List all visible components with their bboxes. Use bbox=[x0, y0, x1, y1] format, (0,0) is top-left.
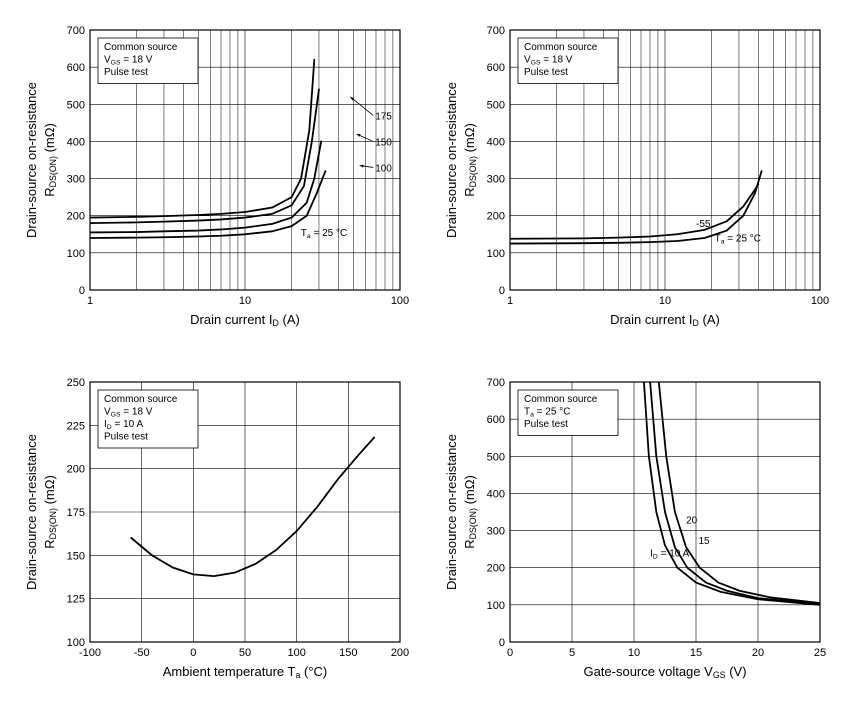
svg-text:Pulse test: Pulse test bbox=[104, 67, 148, 78]
svg-text:150: 150 bbox=[339, 647, 357, 659]
svg-text:300: 300 bbox=[67, 174, 85, 186]
svg-text:Common source: Common source bbox=[104, 394, 178, 405]
svg-text:200: 200 bbox=[67, 211, 85, 223]
svg-text:Pulse test: Pulse test bbox=[524, 419, 568, 430]
svg-text:Drain-source on-resistance: Drain-source on-resistance bbox=[24, 434, 39, 590]
svg-text:200: 200 bbox=[391, 647, 409, 659]
svg-text:Drain current ID (A): Drain current ID (A) bbox=[190, 312, 300, 328]
svg-text:250: 250 bbox=[67, 377, 85, 389]
svg-text:200: 200 bbox=[487, 211, 505, 223]
svg-text:RDS(ON) (mΩ): RDS(ON) (mΩ) bbox=[462, 475, 478, 549]
svg-text:400: 400 bbox=[487, 136, 505, 148]
svg-text:175: 175 bbox=[375, 111, 392, 122]
svg-text:150: 150 bbox=[67, 550, 85, 562]
svg-text:50: 50 bbox=[239, 647, 251, 659]
svg-text:Drain-source on-resistance: Drain-source on-resistance bbox=[24, 82, 39, 238]
chart-bottom-right: 01002003004005006007000510152025Gate-sou… bbox=[440, 372, 830, 694]
svg-text:Ambient temperature Ta (°C): Ambient temperature Ta (°C) bbox=[163, 664, 328, 680]
svg-text:700: 700 bbox=[487, 377, 505, 389]
svg-text:500: 500 bbox=[487, 99, 505, 111]
svg-text:400: 400 bbox=[67, 136, 85, 148]
svg-text:Drain current ID (A): Drain current ID (A) bbox=[610, 312, 720, 328]
svg-text:Common source: Common source bbox=[104, 42, 178, 53]
chart-top-right: 0 100 200 300 400 500 600 700 1 10 100 Drain curren… bbox=[440, 20, 830, 342]
svg-text:100: 100 bbox=[487, 600, 505, 612]
svg-text:RDS(ON) (mΩ): RDS(ON) (mΩ) bbox=[42, 123, 58, 197]
svg-text:Common source: Common source bbox=[524, 42, 598, 53]
svg-text:15: 15 bbox=[698, 536, 710, 547]
chart-bottom-left: 100125150175200225250-100-50050100150200… bbox=[20, 372, 410, 694]
svg-text:RDS(ON) (mΩ): RDS(ON) (mΩ) bbox=[462, 123, 478, 197]
svg-text:25: 25 bbox=[814, 647, 826, 659]
svg-text:-100: -100 bbox=[79, 647, 101, 659]
svg-text:Pulse test: Pulse test bbox=[524, 67, 568, 78]
svg-text:15: 15 bbox=[690, 647, 702, 659]
svg-text:10: 10 bbox=[239, 295, 251, 307]
svg-text:100: 100 bbox=[67, 248, 85, 260]
svg-text:200: 200 bbox=[487, 563, 505, 575]
svg-text:20: 20 bbox=[686, 515, 698, 526]
svg-text:RDS(ON) (mΩ): RDS(ON) (mΩ) bbox=[42, 475, 58, 549]
svg-text:1: 1 bbox=[87, 295, 93, 307]
svg-text:10: 10 bbox=[628, 647, 640, 659]
svg-text:400: 400 bbox=[487, 488, 505, 500]
svg-text:Drain-source on-resistance: Drain-source on-resistance bbox=[444, 434, 459, 590]
svg-text:200: 200 bbox=[67, 464, 85, 476]
svg-text:100: 100 bbox=[287, 647, 305, 659]
svg-text:ID = 10 A: ID = 10 A bbox=[650, 549, 689, 561]
svg-text:1: 1 bbox=[507, 295, 513, 307]
svg-text:Ta = 25 °C: Ta = 25 °C bbox=[715, 234, 761, 246]
svg-text:100: 100 bbox=[487, 248, 505, 260]
svg-text:Gate-source voltage VGS (V): Gate-source voltage VGS (V) bbox=[583, 664, 746, 680]
svg-text:Ta = 25 °C: Ta = 25 °C bbox=[301, 228, 347, 240]
svg-text:100: 100 bbox=[811, 295, 829, 307]
charts-grid: 0100200300400500600700110100Drain curren… bbox=[20, 20, 829, 694]
svg-text:175: 175 bbox=[67, 507, 85, 519]
chart-top-left: 0 100 200 300 400 500 600 700 1 10 100 Drain curren… bbox=[20, 20, 410, 342]
svg-text:300: 300 bbox=[487, 174, 505, 186]
svg-text:700: 700 bbox=[487, 25, 505, 37]
svg-text:100: 100 bbox=[375, 163, 392, 174]
svg-text:-55: -55 bbox=[696, 219, 711, 230]
svg-text:Common source: Common source bbox=[524, 394, 598, 405]
svg-text:600: 600 bbox=[487, 62, 505, 74]
svg-text:0: 0 bbox=[79, 285, 85, 297]
svg-text:700: 700 bbox=[67, 25, 85, 37]
svg-text:10: 10 bbox=[659, 295, 671, 307]
svg-text:125: 125 bbox=[67, 594, 85, 606]
svg-text:100: 100 bbox=[391, 295, 409, 307]
svg-text:150: 150 bbox=[375, 137, 392, 148]
svg-text:600: 600 bbox=[67, 62, 85, 74]
svg-text:-50: -50 bbox=[134, 647, 150, 659]
svg-text:0: 0 bbox=[499, 637, 505, 649]
svg-text:0: 0 bbox=[190, 647, 196, 659]
svg-text:225: 225 bbox=[67, 420, 85, 432]
svg-text:20: 20 bbox=[752, 647, 764, 659]
svg-text:0: 0 bbox=[507, 647, 513, 659]
svg-text:0: 0 bbox=[499, 285, 505, 297]
svg-text:600: 600 bbox=[487, 414, 505, 426]
svg-text:Drain-source on-resistance: Drain-source on-resistance bbox=[444, 82, 459, 238]
svg-text:Pulse test: Pulse test bbox=[104, 432, 148, 443]
svg-text:5: 5 bbox=[569, 647, 575, 659]
svg-text:500: 500 bbox=[67, 99, 85, 111]
svg-text:500: 500 bbox=[487, 451, 505, 463]
svg-text:300: 300 bbox=[487, 526, 505, 538]
